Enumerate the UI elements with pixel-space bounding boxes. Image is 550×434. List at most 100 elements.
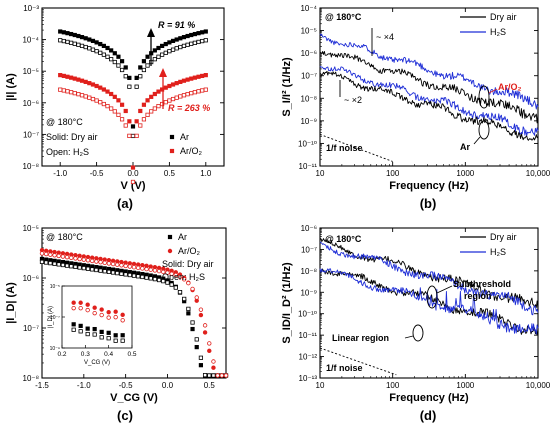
panel-b: 10⁻¹¹ 10⁻¹⁰ 10⁻⁹ 10⁻⁸ 10⁻⁷ 10⁻⁶ 10⁻⁵ 10⁻⁴ 10 100 1… [281,4,550,211]
data-point [196,89,201,94]
data-point [152,106,157,111]
data-point [72,91,77,96]
data-point [76,42,81,47]
data-point [189,76,194,81]
inset-data-point [113,314,118,320]
data-point [105,104,110,109]
inset-data-point [120,338,125,343]
y-tick-label: 10⁻⁶ [301,224,317,233]
data-point [43,251,49,257]
data-point [169,271,174,276]
x-tick-label: 10,000 [526,381,550,390]
y-tick-label: 10⁻⁹ [300,117,317,126]
data-point [106,261,112,266]
data-point [116,54,121,59]
data-point [167,40,172,45]
y-tick-label: 10⁻⁷ [301,72,317,81]
data-point [87,46,92,51]
data-point [174,95,179,100]
data-point [192,90,197,95]
data-point [173,272,179,278]
data-point [138,65,143,70]
data-point [69,75,74,80]
data-point [94,40,99,45]
y-tick-label: 10⁻⁶ [23,274,39,283]
data-point [160,43,165,49]
data-point [198,355,204,360]
inset-x-tick-label: 0.3 [81,351,90,358]
inset-data-point [85,326,90,331]
group-ellipse-aro2 [478,85,490,109]
legend-label-aro2: Ar/O₂ [180,146,203,156]
data-point [105,54,110,59]
y-tick-label: 10⁻¹¹ [299,331,318,340]
y-tick-label: 10⁻⁷ [23,130,39,139]
data-point [185,42,190,47]
leader-subthreshold [436,285,453,294]
legend-marker-ar [167,234,173,240]
data-point [196,39,201,45]
inset-data-point [71,322,76,327]
data-point [198,312,204,318]
data-point [167,98,172,103]
data-point [156,45,161,51]
data-point [127,84,132,89]
inset-data-point [71,305,76,311]
annotation-ar: Ar [460,142,470,152]
legend-label-h2s: H₂S [490,27,506,37]
data-point [163,85,168,90]
inset-y-tick-label: 10⁻⁷ [50,315,60,321]
data-point [211,359,216,364]
data-point [127,119,132,124]
data-point [192,75,197,80]
data-point [83,79,88,84]
noise-spectrum-line [319,241,539,316]
data-point [200,73,205,79]
inset-x-tick-label: 0.5 [127,351,136,358]
data-point [119,263,124,268]
plot-frame [319,227,539,379]
data-point [87,95,92,100]
y-tick-label: 10⁻¹² [299,353,318,362]
data-point [163,41,168,47]
data-point [48,252,53,257]
data-point [72,76,77,81]
noise-spectrum-line [319,268,539,335]
inset-data-point [85,331,90,337]
y-tick-label: 10⁻⁶ [23,99,39,108]
data-point [130,179,136,185]
data-point [119,102,125,107]
data-point [72,41,77,46]
inset-data-point [106,315,111,320]
panel-c: 10⁻⁸ 10⁻⁷ 10⁻⁶ 10⁻⁵ -1.5 -1.0 -0.5 0.0 0.5 V_CG (… [5,224,229,423]
data-point [178,79,183,84]
data-point [145,112,150,117]
data-point [207,373,212,378]
data-point [178,44,183,50]
data-point [109,106,114,111]
data-point [190,320,195,325]
inset-x-tick-label: 0.4 [104,351,113,358]
data-point [203,73,208,78]
annotation-x4: ~ ×4 [376,32,394,42]
data-point [112,109,117,114]
data-point [203,38,208,43]
data-point [64,263,70,268]
x-tick-label: -1.0 [77,381,91,390]
data-point [83,36,88,41]
data-point [116,112,121,117]
data-point [106,269,112,274]
data-point [170,47,176,52]
data-point [102,260,107,266]
legend-label-ar: Ar [178,232,187,242]
data-point [58,73,63,78]
data-point [144,266,149,272]
annotation-temperature: @ 180°C [46,117,83,127]
data-point [202,323,208,328]
x-tick-label: -0.5 [119,381,133,390]
data-point [165,270,170,275]
data-point [127,75,132,80]
data-point [181,35,187,40]
y-axis-label: |I| (A) [5,73,17,101]
arrowhead-ar [147,28,155,37]
